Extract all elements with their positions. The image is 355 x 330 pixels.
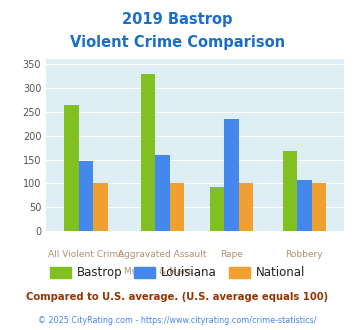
Bar [93,183,108,231]
Bar [297,180,312,231]
Bar [312,183,326,231]
Text: All Violent Crime: All Violent Crime [48,250,124,259]
Legend: Bastrop, Louisiana, National: Bastrop, Louisiana, National [45,262,310,284]
Text: Aggravated Assault: Aggravated Assault [118,250,207,259]
Text: Violent Crime Comparison: Violent Crime Comparison [70,35,285,50]
Bar [210,187,224,231]
Bar [170,183,184,231]
Text: Robbery: Robbery [285,250,323,259]
Bar [283,151,297,231]
Bar [239,183,253,231]
Bar [64,105,79,231]
Bar [155,155,170,231]
Text: 2019 Bastrop: 2019 Bastrop [122,12,233,26]
Text: Compared to U.S. average. (U.S. average equals 100): Compared to U.S. average. (U.S. average … [26,292,329,302]
Text: © 2025 CityRating.com - https://www.cityrating.com/crime-statistics/: © 2025 CityRating.com - https://www.city… [38,316,317,325]
Text: Rape: Rape [220,250,243,259]
Bar [224,119,239,231]
Text: Murder & Mans...: Murder & Mans... [124,267,201,276]
Bar [79,161,93,231]
Bar [141,74,155,231]
